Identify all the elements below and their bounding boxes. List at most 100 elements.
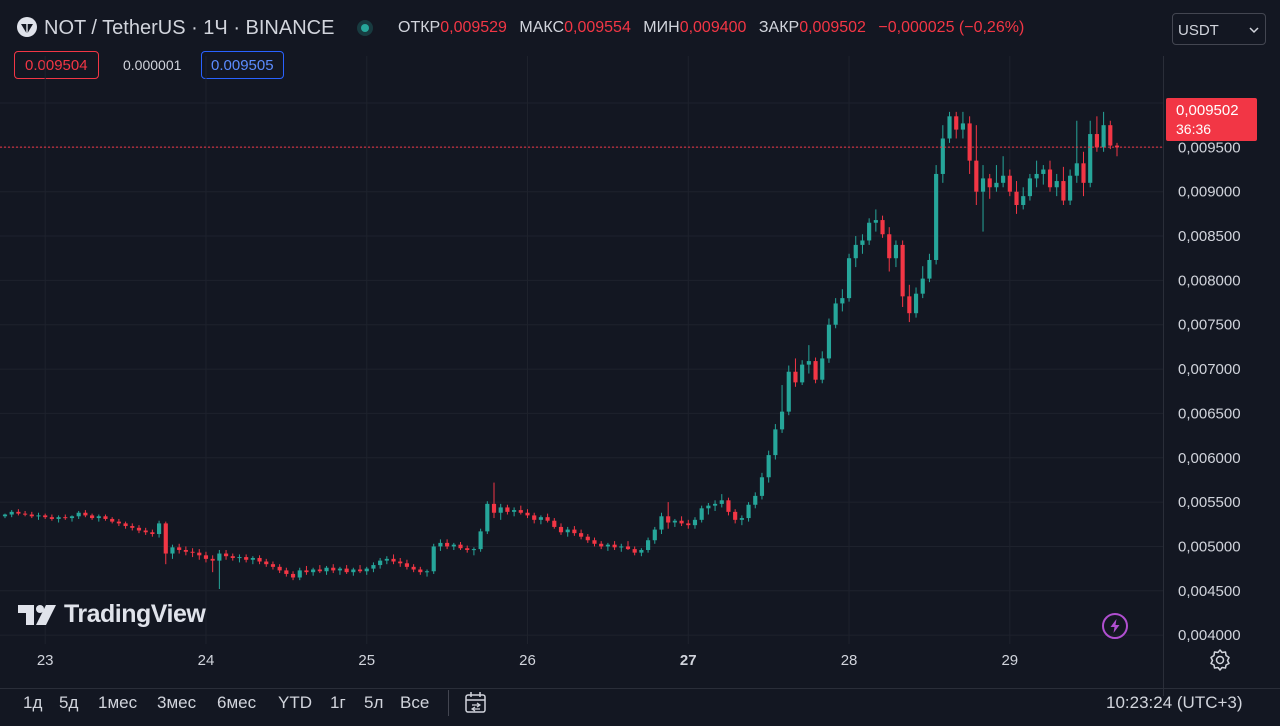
candle: [1034, 160, 1039, 188]
candle: [404, 559, 410, 570]
candle: [666, 502, 671, 529]
candle-body: [451, 544, 456, 547]
currency-select[interactable]: USDT: [1172, 13, 1266, 45]
tradingview-logo[interactable]: TradingView: [18, 600, 206, 629]
candle: [210, 555, 215, 573]
price-chart[interactable]: 0,0100000,0095000,0090000,0085000,008000…: [0, 56, 1280, 688]
candle-body: [103, 516, 108, 519]
candle: [2, 513, 8, 519]
candle-body: [364, 568, 369, 572]
candle-body: [1027, 178, 1032, 197]
range-1y-button[interactable]: 1г: [330, 693, 346, 712]
buy-price-button[interactable]: 0.009505: [201, 51, 284, 79]
candle-body: [458, 544, 463, 549]
sell-price-button[interactable]: 0.009504: [14, 51, 99, 79]
candle-body: [56, 517, 61, 519]
candle-body: [552, 520, 557, 527]
candle: [960, 111, 966, 139]
candle-body: [331, 567, 336, 571]
ohlc-legend: ОТКР0,009529 МАКС0,009554 МИН0,009400 ЗА…: [398, 19, 1024, 37]
candle: [860, 234, 865, 254]
price-tick-label: 0,009500: [1178, 139, 1241, 156]
candle: [599, 541, 604, 550]
candle: [759, 472, 765, 500]
range-5y-button[interactable]: 5л: [364, 693, 384, 712]
candle: [706, 502, 711, 515]
candle-body: [692, 519, 698, 526]
candle-body: [1081, 163, 1086, 183]
price-tick-label: 0,008000: [1178, 272, 1241, 289]
range-5d-button[interactable]: 5д: [59, 693, 79, 712]
symbol-title[interactable]: NOT / TetherUS · 1Ч · BINANCE: [44, 17, 335, 39]
candle-body: [840, 298, 845, 304]
candle-body: [156, 523, 162, 535]
candle: [518, 505, 523, 515]
candle-body: [980, 178, 986, 192]
candle-body: [264, 561, 269, 565]
candle: [994, 165, 999, 192]
candle: [826, 318, 832, 363]
candle-body: [813, 361, 818, 380]
candle-body: [136, 527, 142, 531]
bottom-toolbar: [0, 688, 1280, 726]
time-tick-label: 24: [198, 652, 215, 669]
candle: [411, 564, 416, 573]
time-tick-label: 29: [1001, 652, 1018, 669]
candle-body: [438, 542, 443, 547]
candle: [659, 512, 664, 535]
candle-body: [719, 500, 724, 504]
range-1m-button[interactable]: 1мес: [98, 693, 138, 712]
candle: [800, 360, 805, 386]
candle: [1047, 160, 1053, 192]
lightning-icon[interactable]: [1101, 612, 1129, 640]
candle: [612, 541, 617, 550]
candle-body: [532, 515, 537, 520]
range-6m-button[interactable]: 6мес: [217, 693, 257, 712]
candle: [96, 514, 101, 522]
candle-body: [384, 558, 389, 561]
close-value: 0,009502: [799, 19, 866, 36]
gear-icon[interactable]: [1209, 649, 1231, 671]
calendar-range-icon[interactable]: [463, 690, 489, 716]
candle-body: [893, 244, 899, 259]
candle: [733, 509, 738, 524]
candle-body: [378, 560, 383, 566]
candle-body: [29, 514, 34, 517]
candle: [739, 515, 744, 526]
price-tick-label: 0,008500: [1178, 228, 1241, 245]
candle: [156, 520, 162, 538]
range-3m-button[interactable]: 3мес: [157, 693, 197, 712]
candle: [967, 116, 972, 174]
candle: [384, 556, 389, 565]
candle-body: [418, 569, 423, 573]
candle: [1094, 116, 1099, 152]
candle: [572, 526, 577, 536]
candle-body: [766, 455, 771, 478]
candle: [646, 537, 651, 553]
candle-body: [625, 546, 631, 550]
candle: [1088, 120, 1093, 188]
current-price-value: 0,009502: [1176, 102, 1239, 119]
candle-body: [712, 503, 718, 506]
candle-body: [773, 429, 778, 456]
candle: [63, 514, 68, 520]
candle-body: [244, 557, 249, 560]
candle-body: [1114, 145, 1120, 148]
range-ytd-button[interactable]: YTD: [278, 693, 312, 712]
candle: [371, 562, 376, 573]
range-1d-button[interactable]: 1д: [23, 693, 43, 712]
candle: [29, 511, 34, 519]
candle-body: [465, 548, 470, 550]
range-all-button[interactable]: Все: [400, 693, 430, 712]
candle: [753, 492, 758, 509]
candle: [632, 546, 637, 556]
candle: [116, 518, 121, 527]
timezone-clock[interactable]: 10:23:24 (UTC+3): [1106, 693, 1243, 712]
candle: [927, 253, 932, 283]
price-tick-label: 0,007000: [1178, 361, 1241, 378]
candle: [887, 227, 892, 272]
candle-body: [36, 515, 41, 517]
time-tick-label: 26: [519, 652, 536, 669]
candle: [525, 509, 530, 519]
symbol-logo-icon[interactable]: [16, 16, 38, 38]
